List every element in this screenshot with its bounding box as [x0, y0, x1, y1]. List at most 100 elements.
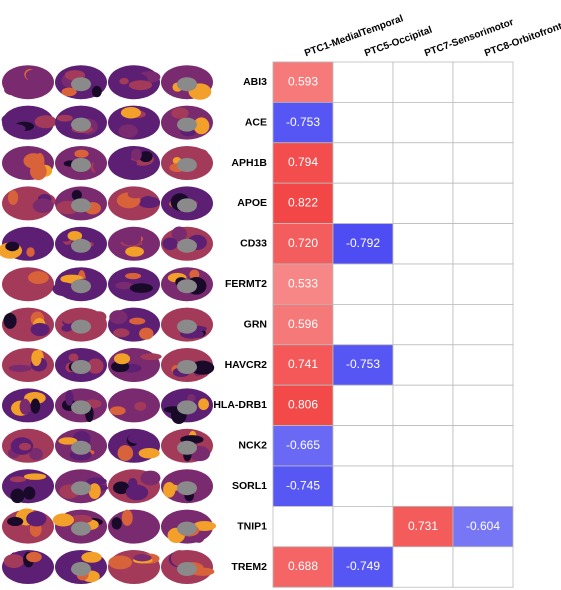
row-label: SORL1: [232, 480, 267, 492]
row-label: ACE: [245, 116, 267, 128]
value-label: 0.720: [288, 236, 318, 250]
empty-cell: [392, 182, 454, 224]
row-label: NCK2: [238, 440, 267, 452]
brain-region: [127, 433, 148, 444]
brain-image: [108, 105, 160, 140]
brain-region: [61, 87, 77, 97]
brain-region: [127, 190, 144, 199]
brain-region: [74, 149, 89, 158]
brain-image: [108, 267, 160, 302]
brain-image: [161, 388, 213, 425]
brain-medial: [177, 117, 197, 132]
brain-image: [2, 267, 54, 302]
brain-region: [190, 360, 215, 375]
brain-region: [125, 246, 144, 257]
brain-region: [33, 79, 43, 92]
cell: 0.596: [272, 303, 334, 346]
brain-region: [52, 282, 75, 297]
heat-cell: [272, 182, 334, 224]
brain-image: [108, 348, 162, 382]
brain-region: [30, 322, 50, 337]
cell: 0.794: [272, 142, 334, 184]
brain-medial: [71, 360, 91, 374]
brain-image: [2, 550, 54, 584]
brain-image: [0, 226, 54, 261]
empty-cell: [452, 182, 514, 224]
brain-image: [108, 65, 161, 100]
brain-image: [161, 509, 217, 544]
brain-region: [3, 554, 25, 569]
brain-image: [2, 428, 54, 463]
value-label: -0.745: [286, 478, 320, 492]
cell: 0.731: [392, 505, 454, 548]
empty-cell: [392, 303, 454, 346]
brain-region: [198, 398, 209, 411]
empty-cell: [392, 223, 454, 265]
brain-region: [125, 272, 142, 280]
cell: -0.753: [272, 102, 334, 144]
brain-region: [129, 283, 154, 293]
brain-medial: [177, 440, 197, 455]
cell: 0.688: [272, 546, 334, 588]
brain-medial: [71, 158, 91, 172]
brain-image: [55, 65, 107, 100]
cell: -0.749: [332, 546, 394, 588]
empty-cell: [392, 142, 454, 184]
brain-medial: [71, 481, 91, 496]
brain-region: [121, 509, 133, 526]
brain-region: [88, 112, 98, 120]
brain-medial: [71, 77, 91, 92]
empty-cell: [332, 505, 394, 548]
row-label: HLA-DRB1: [213, 399, 267, 411]
brain-region: [3, 312, 17, 329]
empty-cell: [332, 263, 394, 305]
brain-region: [120, 107, 141, 119]
empty-cell: [452, 142, 514, 184]
row-label: TNIP1: [237, 520, 267, 532]
brain-region: [32, 198, 54, 214]
cell: -0.753: [332, 344, 394, 386]
cell: 0.822: [272, 182, 334, 224]
value-label: -0.753: [346, 357, 380, 371]
brain-region: [29, 447, 43, 461]
brain-region: [65, 390, 74, 406]
cell: 0.741: [272, 344, 334, 386]
brain-region: [28, 271, 49, 285]
empty-cell: [392, 384, 454, 427]
brain-image: [108, 428, 160, 463]
brain-image: [161, 186, 213, 221]
brain-medial: [177, 319, 197, 334]
brain-region: [113, 328, 130, 338]
empty-cell: [452, 465, 514, 507]
cell: -0.745: [272, 465, 334, 507]
brain-region: [171, 107, 189, 119]
brain-region: [138, 447, 160, 459]
brain-image: [55, 348, 107, 382]
heat-cell: [272, 263, 334, 305]
brain-region: [1, 114, 19, 126]
brain-region: [17, 281, 28, 293]
heat-cell: [272, 344, 334, 386]
brain-region: [26, 247, 35, 257]
brain-region: [117, 445, 134, 461]
brain-region: [68, 353, 79, 362]
empty-cell: [332, 102, 394, 144]
brain-region: [23, 153, 44, 169]
brain-region: [24, 392, 46, 405]
brain-region: [30, 398, 41, 414]
brain-image: [2, 307, 54, 342]
brain-image: [108, 307, 160, 342]
empty-cell: [452, 425, 514, 467]
brain-region: [109, 310, 128, 325]
value-label: -0.604: [466, 519, 500, 533]
brain-medial: [71, 562, 91, 576]
brain-region: [112, 481, 130, 495]
brain-region: [19, 442, 32, 451]
value-label: 0.794: [288, 155, 318, 169]
brain-image: [55, 186, 107, 221]
value-label: 0.688: [288, 559, 318, 573]
brain-region: [93, 159, 104, 174]
empty-cell: [452, 223, 514, 265]
brain-region: [91, 85, 102, 98]
